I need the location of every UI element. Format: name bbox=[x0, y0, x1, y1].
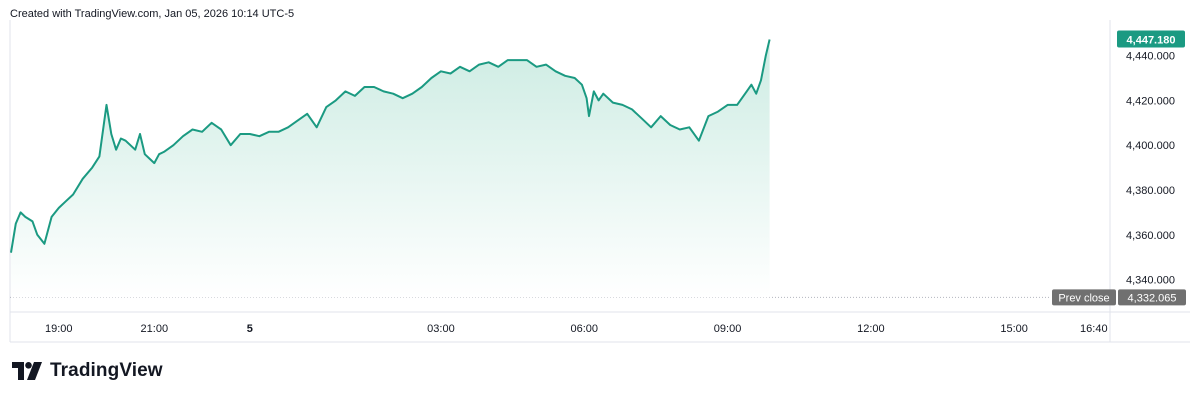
last-price-badge bbox=[1117, 30, 1185, 48]
y-tick-label: 4,340.000 bbox=[1126, 275, 1175, 287]
prev-close-value: 4,332.065 bbox=[1128, 292, 1177, 304]
y-tick-label: 4,360.000 bbox=[1126, 230, 1175, 242]
last-price-label: 4,447.180 bbox=[1127, 35, 1176, 47]
price-area-fill bbox=[11, 39, 770, 298]
x-tick-label: 19:00 bbox=[45, 323, 73, 335]
brand-footer[interactable]: TradingView bbox=[12, 360, 163, 382]
tradingview-logo-icon bbox=[12, 362, 42, 380]
x-tick-label: 16:40 bbox=[1080, 323, 1108, 335]
x-tick-label: 09:00 bbox=[714, 323, 742, 335]
prev-close-name: Prev close bbox=[1058, 292, 1109, 304]
prev-close-value-badge bbox=[1118, 289, 1186, 306]
x-tick-label: 12:00 bbox=[857, 323, 885, 335]
x-tick-label: 21:00 bbox=[141, 323, 169, 335]
x-tick-label: 03:00 bbox=[427, 323, 455, 335]
x-tick-label: 06:00 bbox=[570, 323, 598, 335]
brand-name: TradingView bbox=[50, 360, 163, 381]
x-tick-label: 5 bbox=[247, 323, 253, 335]
y-tick-label: 4,440.000 bbox=[1126, 51, 1175, 63]
x-tick-label: 15:00 bbox=[1000, 323, 1028, 335]
y-tick-label: 4,380.000 bbox=[1126, 185, 1175, 197]
y-tick-label: 4,420.000 bbox=[1126, 95, 1175, 107]
price-line bbox=[10, 39, 771, 253]
y-tick-label: 4,400.000 bbox=[1126, 140, 1175, 152]
chart-caption: Created with TradingView.com, Jan 05, 20… bbox=[10, 8, 295, 20]
prev-close-name-badge bbox=[1052, 289, 1116, 306]
